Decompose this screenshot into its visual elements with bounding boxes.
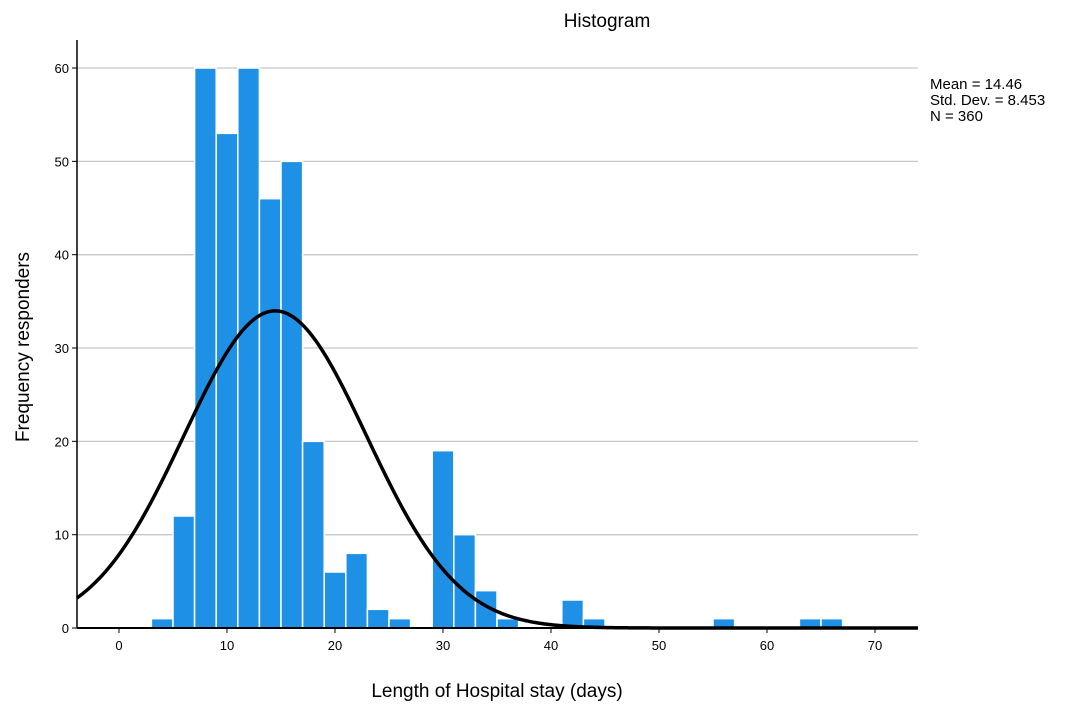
histogram-bar	[172, 515, 196, 629]
y-tick-label: 0	[62, 621, 69, 636]
stats-line: Std. Dev. = 8.453	[930, 92, 1045, 109]
histogram-bar	[496, 617, 520, 629]
x-tick-label: 40	[544, 638, 558, 653]
histogram-bar	[301, 440, 325, 629]
x-tick-label: 0	[115, 638, 122, 653]
y-tick-label: 30	[55, 341, 69, 356]
histogram-bar	[345, 552, 369, 629]
stats-line: Mean = 14.46	[930, 76, 1022, 93]
histogram-bar	[258, 197, 282, 629]
chart-title: Histogram	[564, 11, 651, 32]
y-tick-label: 10	[55, 528, 69, 543]
y-tick-label: 20	[55, 434, 69, 449]
histogram-bar	[323, 571, 347, 629]
y-axis-ticks: 0 10 20 30 40 50 60	[55, 61, 77, 636]
x-tick-label: 20	[328, 638, 342, 653]
y-tick-label: 50	[55, 154, 69, 169]
histogram-bar	[150, 617, 174, 629]
histogram-bar	[193, 67, 217, 629]
histogram-bar	[453, 533, 477, 629]
x-tick-label: 60	[760, 638, 774, 653]
x-tick-label: 50	[652, 638, 666, 653]
x-axis-title: Length of Hospital stay (days)	[371, 681, 622, 702]
histogram-bar	[366, 608, 390, 629]
x-axis-ticks: 0 10 20 30 40 50 60 70	[115, 628, 882, 653]
axes	[76, 40, 918, 629]
y-tick-label: 40	[55, 248, 69, 263]
histogram-bar	[431, 449, 455, 629]
x-tick-label: 70	[868, 638, 882, 653]
y-tick-label: 60	[55, 61, 69, 76]
histogram-bar	[561, 599, 585, 629]
x-tick-label: 30	[436, 638, 450, 653]
histogram-bar	[280, 160, 304, 629]
histogram-bar	[237, 67, 261, 629]
histogram-bars	[150, 67, 844, 629]
y-axis-title: Frequency responders	[13, 252, 34, 442]
x-tick-label: 10	[220, 638, 234, 653]
histogram-bar	[388, 617, 412, 629]
stats-line: N = 360	[930, 108, 983, 125]
histogram-bar	[215, 132, 239, 629]
